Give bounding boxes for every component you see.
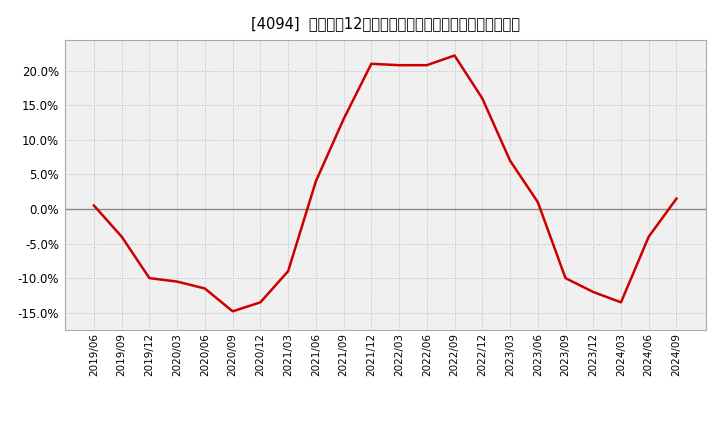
- Title: [4094]  売上高の12か月移動合計の対前年同期増減率の推移: [4094] 売上高の12か月移動合計の対前年同期増減率の推移: [251, 16, 520, 32]
